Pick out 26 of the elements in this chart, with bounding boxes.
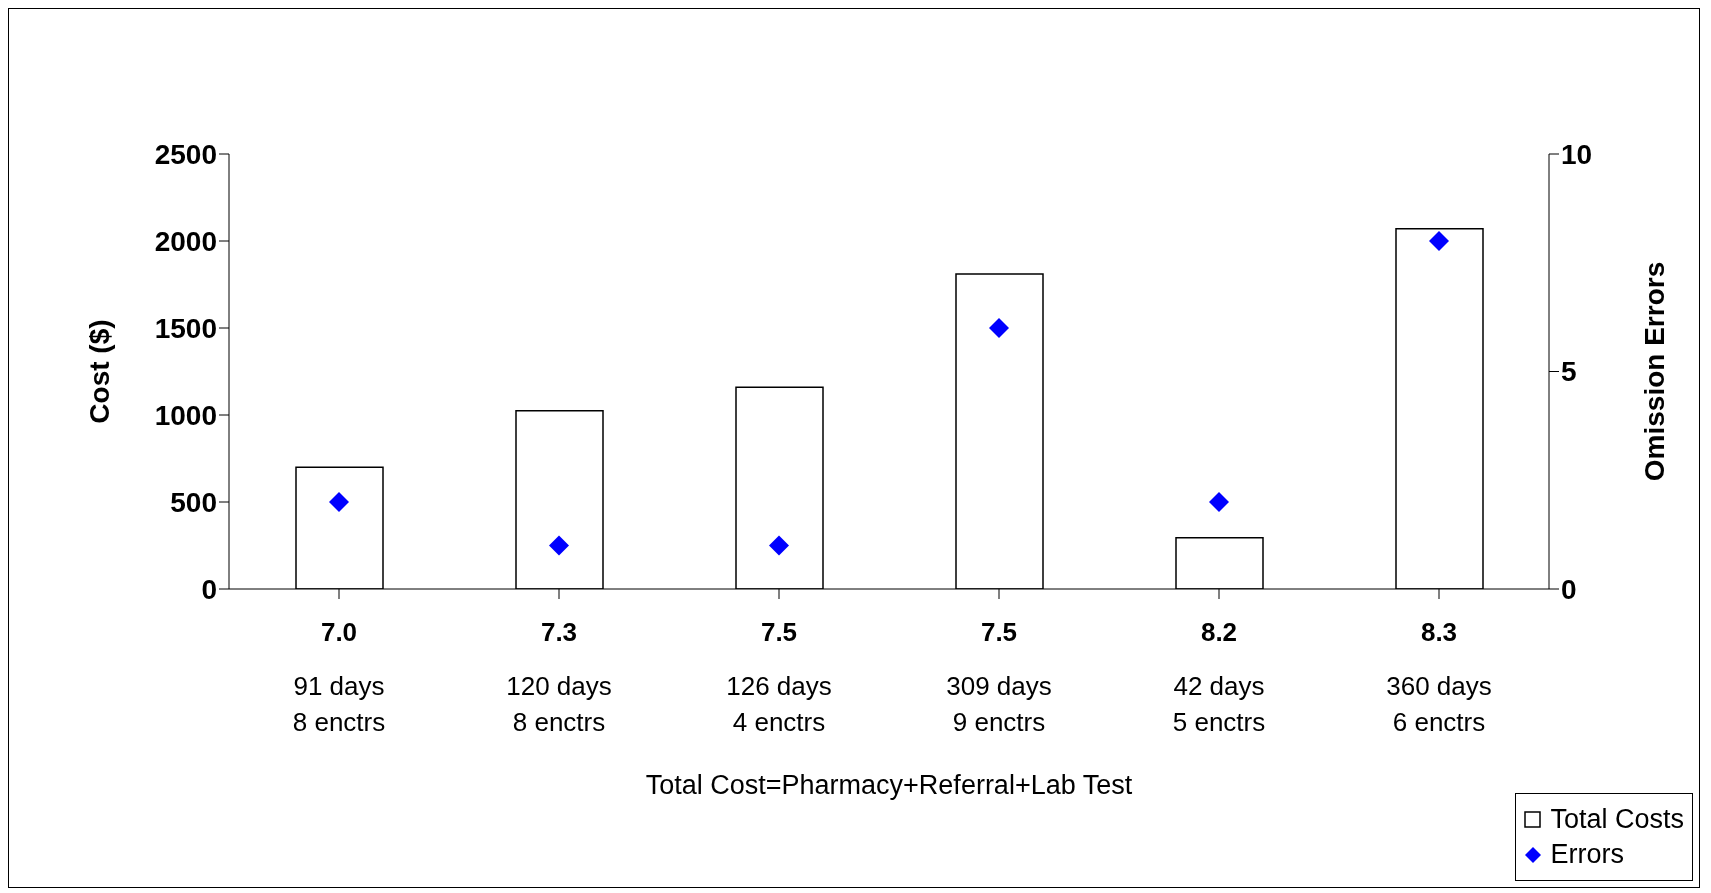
point — [1209, 492, 1229, 512]
x-tick-label: 7.5 126 days 4 enctrs — [726, 617, 832, 737]
point — [1429, 231, 1449, 251]
point — [329, 492, 349, 512]
x-tick-label: 7.5 309 days 9 enctrs — [946, 617, 1052, 737]
y2-axis-title: Omission Errors — [1638, 261, 1670, 482]
y-tick-label: 1500 — [154, 312, 217, 344]
y-tick-label: 1000 — [154, 399, 217, 431]
x-axis-title: Total Cost=Pharmacy+Referral+Lab Test — [645, 770, 1133, 800]
x-tick-label: 7.0 91 days 8 enctrs — [292, 617, 386, 737]
point — [549, 535, 569, 556]
point — [989, 318, 1009, 338]
x-tick-label: 7.3 120 days 8 enctrs — [506, 617, 612, 737]
y2-tick-label: 0 — [1561, 573, 1577, 605]
point — [769, 535, 789, 556]
y-tick-label: 2000 — [154, 225, 217, 257]
y-tick-label: 0 — [201, 573, 217, 605]
y-tick-label: 2500 — [154, 138, 217, 170]
y2-tick-label: 10 — [1561, 138, 1593, 170]
y2-tick-label: 5 — [1561, 356, 1577, 388]
x-tick-label: 8.2 42 days 5 enctrs — [1172, 617, 1266, 737]
legend-label: Total Costs — [1550, 804, 1684, 835]
legend-label: Errors — [1550, 839, 1624, 870]
y-axis-title: Cost ($) — [83, 319, 115, 424]
x-tick-label: 8.3 360 days 6 enctrs — [1386, 617, 1492, 737]
y-tick-label: 500 — [170, 486, 217, 518]
